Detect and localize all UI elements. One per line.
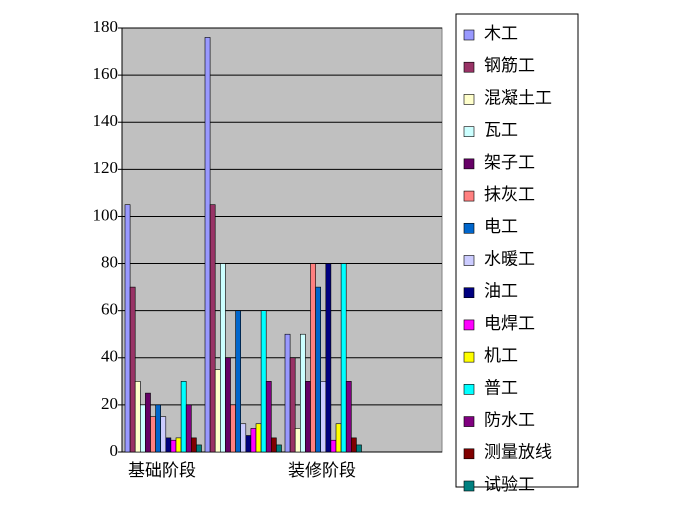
bar <box>245 435 252 453</box>
bar <box>160 416 167 453</box>
bar <box>175 437 182 453</box>
bar <box>155 404 162 453</box>
bar <box>305 381 311 453</box>
legend-swatch <box>463 29 475 41</box>
bar <box>335 423 342 453</box>
legend-swatch <box>463 190 475 202</box>
bar <box>320 381 327 453</box>
bar <box>180 381 187 453</box>
bar <box>191 437 197 453</box>
legend-label: 木工 <box>484 24 518 43</box>
bar <box>185 404 192 453</box>
legend-swatch <box>463 287 475 299</box>
y-tick-label: 40 <box>101 347 118 366</box>
legend-label: 防水工 <box>484 410 535 429</box>
bar <box>276 444 282 453</box>
bar <box>129 286 136 453</box>
legend-swatch <box>463 94 475 105</box>
bar <box>255 423 262 453</box>
bar <box>299 333 306 453</box>
x-tick-label: 装修阶段 <box>288 461 356 480</box>
x-tick-label: 基础阶段 <box>128 461 196 480</box>
bar <box>289 357 296 453</box>
legend-label: 测量放线 <box>484 443 552 462</box>
legend-box <box>455 13 579 488</box>
bar <box>220 263 226 453</box>
bar <box>284 333 291 453</box>
legend-label: 电工 <box>484 217 518 236</box>
bar <box>165 437 172 453</box>
plot-area <box>121 27 443 453</box>
y-tick-label: 180 <box>93 17 119 36</box>
legend-label: 抹灰工 <box>484 185 535 204</box>
legend-label: 混凝土工 <box>484 88 552 107</box>
legend-label: 架子工 <box>484 153 535 172</box>
bar <box>150 416 156 453</box>
y-tick-label: 100 <box>93 205 119 224</box>
bar <box>340 263 347 453</box>
bar <box>124 204 131 453</box>
legend-label: 机工 <box>484 346 518 365</box>
legend-swatch <box>463 222 475 234</box>
legend-label: 油工 <box>484 282 518 301</box>
y-tick-label: 120 <box>93 158 119 177</box>
legend-swatch <box>463 448 475 460</box>
legend-swatch <box>463 255 475 266</box>
bar <box>250 428 257 453</box>
bar <box>240 423 247 453</box>
legend-swatch <box>463 416 475 427</box>
bar <box>315 286 322 453</box>
y-tick-label: 160 <box>93 64 119 83</box>
bar <box>225 357 231 453</box>
bar <box>356 444 362 453</box>
bar <box>209 204 216 453</box>
bar <box>235 310 242 453</box>
bar <box>270 437 277 453</box>
y-tick-label: 80 <box>101 252 118 271</box>
bar <box>196 444 202 453</box>
y-tick-label: 20 <box>101 394 118 413</box>
bar <box>230 404 236 453</box>
legend-label: 瓦工 <box>484 121 518 140</box>
bar <box>310 263 316 453</box>
bar <box>140 404 146 453</box>
bar <box>214 369 221 453</box>
legend-label: 电焊工 <box>484 314 535 333</box>
bar <box>350 437 357 453</box>
legend-swatch <box>463 158 475 170</box>
legend-swatch <box>463 480 475 492</box>
bar <box>325 263 332 453</box>
bar <box>265 381 272 453</box>
y-tick-label: 140 <box>93 111 119 130</box>
legend-swatch <box>463 61 475 73</box>
bar <box>260 310 267 453</box>
legend-label: 水暖工 <box>484 249 535 268</box>
legend-swatch <box>463 126 475 137</box>
legend-label: 钢筋工 <box>484 56 535 75</box>
bar <box>145 392 151 453</box>
legend-swatch <box>463 319 475 331</box>
legend-swatch <box>463 351 475 363</box>
y-tick-label: 0 <box>110 441 119 460</box>
bar <box>204 37 211 453</box>
legend-label: 普工 <box>484 378 518 397</box>
legend-label: 试验工 <box>484 475 535 494</box>
bar <box>345 381 352 453</box>
bar <box>330 439 337 453</box>
bar <box>170 439 177 453</box>
legend-swatch <box>463 384 475 395</box>
bar <box>294 428 301 453</box>
bar <box>134 381 141 453</box>
y-tick-label: 60 <box>101 300 118 319</box>
